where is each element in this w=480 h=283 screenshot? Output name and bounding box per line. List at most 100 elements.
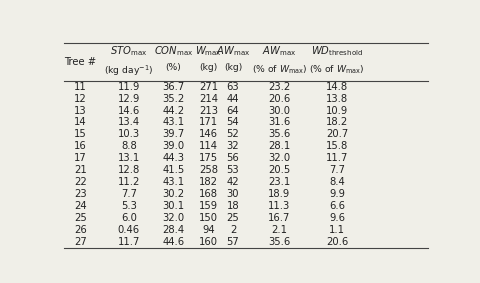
Text: 52: 52 [227, 129, 240, 140]
Text: 30.1: 30.1 [162, 201, 184, 211]
Text: (% of $\mathit{W}_\mathrm{max}$): (% of $\mathit{W}_\mathrm{max}$) [310, 63, 365, 76]
Text: 13: 13 [74, 106, 87, 115]
Text: 94: 94 [203, 225, 215, 235]
Text: 28.1: 28.1 [268, 141, 290, 151]
Text: 11.9: 11.9 [118, 82, 140, 92]
Text: 32: 32 [227, 141, 240, 151]
Text: 20.7: 20.7 [326, 129, 348, 140]
Text: 9.6: 9.6 [329, 213, 345, 223]
Text: 43.1: 43.1 [162, 177, 184, 187]
Text: 44.2: 44.2 [162, 106, 184, 115]
Text: 160: 160 [199, 237, 218, 246]
Text: 39.0: 39.0 [162, 141, 184, 151]
Text: 41.5: 41.5 [162, 165, 185, 175]
Text: 17: 17 [74, 153, 87, 163]
Text: 15.8: 15.8 [326, 141, 348, 151]
Text: 16: 16 [74, 141, 87, 151]
Text: 25: 25 [74, 213, 87, 223]
Text: 18: 18 [227, 201, 240, 211]
Text: 22: 22 [74, 177, 87, 187]
Text: 23: 23 [74, 189, 87, 199]
Text: 36.7: 36.7 [162, 82, 185, 92]
Text: 150: 150 [199, 213, 218, 223]
Text: 39.7: 39.7 [162, 129, 185, 140]
Text: 35.2: 35.2 [162, 94, 185, 104]
Text: 8.4: 8.4 [329, 177, 345, 187]
Text: 12: 12 [74, 94, 87, 104]
Text: 35.6: 35.6 [268, 129, 290, 140]
Text: 7.7: 7.7 [121, 189, 137, 199]
Text: 44: 44 [227, 94, 239, 104]
Text: (% of $\mathit{W}_\mathrm{max}$): (% of $\mathit{W}_\mathrm{max}$) [252, 63, 307, 76]
Text: 30: 30 [227, 189, 239, 199]
Text: $\mathit{CON}_\mathrm{max}$: $\mathit{CON}_\mathrm{max}$ [154, 44, 193, 57]
Text: 23.2: 23.2 [268, 82, 290, 92]
Text: 20.6: 20.6 [326, 237, 348, 246]
Text: 12.9: 12.9 [118, 94, 140, 104]
Text: 9.9: 9.9 [329, 189, 345, 199]
Text: $\mathit{W}_\mathrm{max}$: $\mathit{W}_\mathrm{max}$ [195, 44, 222, 57]
Text: 214: 214 [199, 94, 218, 104]
Text: 53: 53 [227, 165, 240, 175]
Text: 8.8: 8.8 [121, 141, 137, 151]
Text: 31.6: 31.6 [268, 117, 290, 127]
Text: 13.8: 13.8 [326, 94, 348, 104]
Text: 27: 27 [74, 237, 87, 246]
Text: 30.0: 30.0 [268, 106, 290, 115]
Text: 32.0: 32.0 [268, 153, 290, 163]
Text: 21: 21 [74, 165, 87, 175]
Text: $\mathit{WD}_\mathrm{threshold}$: $\mathit{WD}_\mathrm{threshold}$ [311, 44, 363, 57]
Text: 0.46: 0.46 [118, 225, 140, 235]
Text: 23.1: 23.1 [268, 177, 290, 187]
Text: 258: 258 [199, 165, 218, 175]
Text: 168: 168 [199, 189, 218, 199]
Text: 7.7: 7.7 [329, 165, 345, 175]
Text: 182: 182 [199, 177, 218, 187]
Text: 35.6: 35.6 [268, 237, 290, 246]
Text: 1.1: 1.1 [329, 225, 345, 235]
Text: 14: 14 [74, 117, 87, 127]
Text: 11: 11 [74, 82, 87, 92]
Text: 44.6: 44.6 [162, 237, 184, 246]
Text: 114: 114 [199, 141, 218, 151]
Text: 146: 146 [199, 129, 218, 140]
Text: 11.2: 11.2 [118, 177, 140, 187]
Text: 25: 25 [227, 213, 240, 223]
Text: $\mathit{AW}_\mathrm{max}$: $\mathit{AW}_\mathrm{max}$ [263, 44, 297, 57]
Text: $\mathit{AW}_\mathrm{max}$: $\mathit{AW}_\mathrm{max}$ [216, 44, 250, 57]
Text: 54: 54 [227, 117, 240, 127]
Text: 2.1: 2.1 [272, 225, 288, 235]
Text: 11.7: 11.7 [118, 237, 140, 246]
Text: 56: 56 [227, 153, 240, 163]
Text: 11.7: 11.7 [326, 153, 348, 163]
Text: 175: 175 [199, 153, 218, 163]
Text: 271: 271 [199, 82, 218, 92]
Text: 24: 24 [74, 201, 87, 211]
Text: 171: 171 [199, 117, 218, 127]
Text: 30.2: 30.2 [162, 189, 184, 199]
Text: 16.7: 16.7 [268, 213, 291, 223]
Text: (kg): (kg) [224, 63, 242, 72]
Text: 18.9: 18.9 [268, 189, 290, 199]
Text: 44.3: 44.3 [162, 153, 184, 163]
Text: 10.3: 10.3 [118, 129, 140, 140]
Text: 6.0: 6.0 [121, 213, 137, 223]
Text: $\mathit{STO}_\mathrm{max}$: $\mathit{STO}_\mathrm{max}$ [110, 44, 147, 57]
Text: 2: 2 [230, 225, 236, 235]
Text: 64: 64 [227, 106, 240, 115]
Text: Tree #: Tree # [64, 57, 96, 67]
Text: 159: 159 [199, 201, 218, 211]
Text: (kg day$^{-1}$): (kg day$^{-1}$) [104, 63, 154, 78]
Text: 26: 26 [74, 225, 87, 235]
Text: 10.9: 10.9 [326, 106, 348, 115]
Text: 42: 42 [227, 177, 240, 187]
Text: 57: 57 [227, 237, 240, 246]
Text: 13.1: 13.1 [118, 153, 140, 163]
Text: 12.8: 12.8 [118, 165, 140, 175]
Text: 213: 213 [199, 106, 218, 115]
Text: 15: 15 [74, 129, 87, 140]
Text: 14.6: 14.6 [118, 106, 140, 115]
Text: 32.0: 32.0 [162, 213, 184, 223]
Text: 13.4: 13.4 [118, 117, 140, 127]
Text: 20.6: 20.6 [268, 94, 290, 104]
